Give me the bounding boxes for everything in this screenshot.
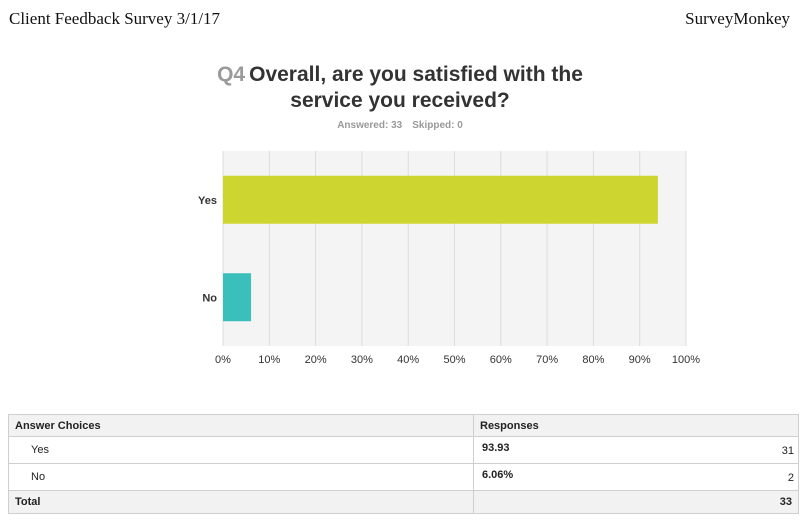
category-label: No [202,292,217,304]
bar-no [223,273,252,322]
brand-name: SurveyMonkey [685,9,790,28]
x-tick-label: 60% [490,354,512,366]
response-cell: 6.06% 2 [473,463,799,491]
total-count: 33 [473,490,799,514]
response-percent: 93.93 [482,442,510,454]
skipped-count: Skipped: 0 [412,120,463,131]
question-number: Q4 [217,63,246,86]
x-tick-label: 70% [536,354,558,366]
x-tick-label: 50% [443,354,465,366]
survey-title: Client Feedback Survey 3/1/17 [9,9,221,28]
choice-label: No [8,463,474,491]
question-title: Q4 Overall, are you satisfied with the se… [0,62,800,114]
question-title-line1: Overall, are you satisfied with the [249,63,583,86]
header-responses: Responses [473,414,799,437]
table-row: No 6.06% 2 [8,463,799,491]
response-percent: 6.06% [482,469,514,481]
x-tick-label: 40% [397,354,419,366]
table-header-row: Answer Choices Responses [8,414,799,437]
header-answer-choices: Answer Choices [8,414,474,437]
table-row: Yes 93.93 31 [8,436,799,464]
x-tick-label: 30% [351,354,373,366]
x-tick-label: 80% [582,354,604,366]
responses-table: Answer Choices Responses Yes 93.93 31 No… [8,414,799,514]
bar-chart: 0% 10% 20% 30% 40% 50% 60% 70% 80% 90% 100% Yes No [198,151,700,366]
total-label: Total [8,490,474,514]
x-tick-label: 0% [215,354,231,366]
x-tick-label: 100% [672,354,700,366]
x-tick-label: 10% [258,354,280,366]
x-tick-label: 20% [305,354,327,366]
response-stats: Answered: 33 Skipped: 0 [0,120,800,131]
bar-yes [223,175,658,224]
response-cell: 93.93 31 [473,436,799,464]
choice-label: Yes [8,436,474,464]
answered-count: Answered: 33 [337,120,403,131]
response-count: 2 [787,472,794,484]
x-tick-label: 90% [629,354,651,366]
category-label: Yes [198,195,217,207]
table-total-row: Total 33 [8,490,799,514]
response-count: 31 [781,445,794,457]
question-title-line2: service you received? [290,89,510,112]
